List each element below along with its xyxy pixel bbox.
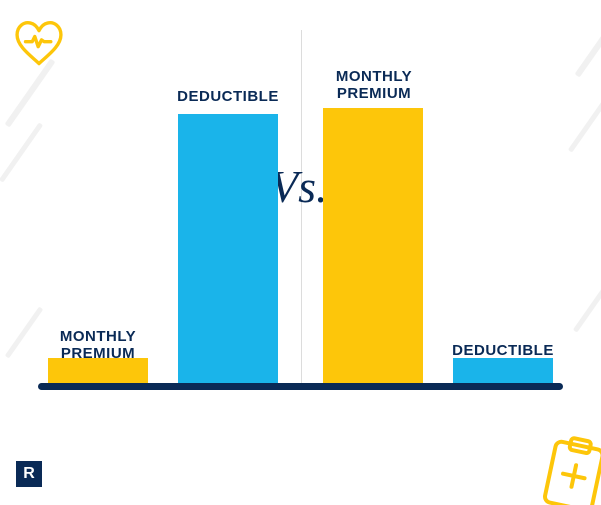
bg-scratch <box>568 92 601 152</box>
bar-left_deductible <box>178 114 278 384</box>
bg-scratch <box>573 272 601 332</box>
infographic-canvas: R Vs. MONTHLY PREMIUM DEDUCTIBLE MONTHLY P… <box>0 0 601 505</box>
bar-right_premium <box>323 108 423 384</box>
logo-badge: R <box>16 461 42 487</box>
clipboard-icon <box>531 429 601 505</box>
comparison-bar-chart: Vs. MONTHLY PREMIUM DEDUCTIBLE MONTHLY PRE… <box>38 60 563 390</box>
chart-baseline <box>38 383 563 390</box>
heart-pulse <box>26 37 51 47</box>
vs-label: Vs. <box>270 160 328 213</box>
clipboard-plus <box>561 463 587 489</box>
bg-scratch <box>575 9 601 78</box>
bar-label-right_deductible: DEDUCTIBLE <box>438 342 568 359</box>
bar-label-left_premium: MONTHLY PREMIUM <box>40 328 156 363</box>
bar-label-right_premium: MONTHLY PREMIUM <box>316 68 432 103</box>
bar-label-left_deductible: DEDUCTIBLE <box>163 88 293 105</box>
bg-scratch <box>0 122 43 182</box>
bar-right_deductible <box>453 358 553 384</box>
